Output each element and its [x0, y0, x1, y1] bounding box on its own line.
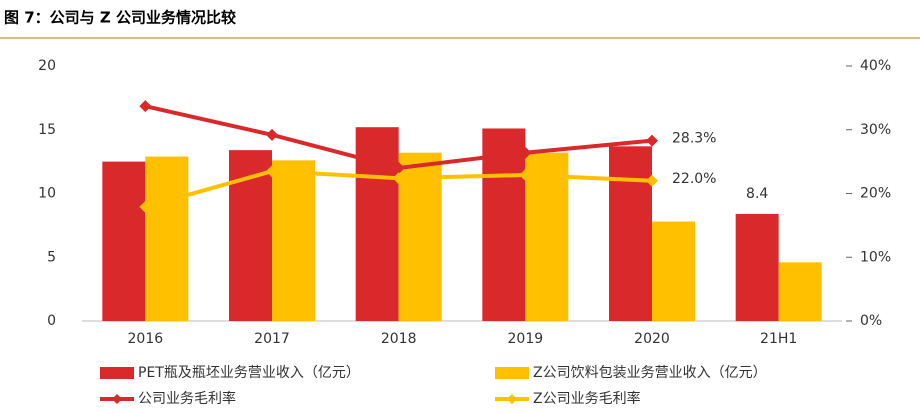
legend-swatch: [100, 367, 134, 379]
x-tick-label: 2017: [254, 331, 290, 347]
line-marker: [139, 200, 152, 213]
bar: [609, 146, 652, 321]
line-marker: [646, 134, 658, 147]
bar: [145, 156, 189, 321]
x-tick-label: 2020: [634, 331, 670, 347]
bar: [525, 152, 569, 321]
y-tick-label: 15: [38, 122, 56, 138]
line-marker: [519, 146, 532, 159]
bar: [102, 161, 146, 321]
line-marker: [139, 100, 152, 113]
line-marker: [519, 169, 532, 182]
legend-label: 公司业务毛利率: [138, 390, 236, 407]
y-tick-label: 10: [38, 186, 56, 202]
legend-label: PET瓶及瓶坯业务营业收入（亿元）: [138, 365, 360, 381]
line-marker: [392, 172, 405, 185]
line-marker: [266, 165, 278, 178]
y-tick-label: 20: [38, 58, 56, 74]
y2-tick-label: 40%: [860, 58, 891, 74]
y2-tick-label: 20%: [860, 186, 891, 202]
chart-title: 图 7：公司与 Z 公司业务情况比较: [4, 9, 236, 27]
bar: [652, 221, 695, 321]
y-tick-label: 0: [47, 313, 56, 329]
line-value-label: 22.0%: [672, 171, 716, 187]
bar: [355, 127, 399, 321]
line-value-label: 28.3%: [672, 131, 716, 147]
bar: [778, 262, 822, 321]
bar: [482, 128, 526, 321]
x-tick-label: 2019: [508, 331, 544, 347]
line-marker: [646, 174, 658, 187]
legend-marker: [112, 394, 122, 404]
bar: [735, 213, 779, 321]
legend-label: Z公司饮料包装业务营业收入（亿元）: [533, 365, 767, 381]
line-marker: [266, 128, 278, 141]
x-tick-label: 2016: [128, 331, 164, 347]
x-tick-label: 21H1: [760, 331, 797, 347]
line-marker: [392, 162, 405, 174]
x-tick-label: 2018: [381, 331, 417, 347]
y2-tick-label: 10%: [860, 249, 891, 265]
bar-value-label: 8.4: [746, 186, 768, 202]
legend-marker: [507, 394, 517, 404]
bar: [272, 160, 315, 321]
y-tick-label: 5: [47, 249, 56, 265]
legend-swatch: [495, 367, 529, 379]
legend-label: Z公司业务毛利率: [533, 390, 641, 407]
bar: [398, 152, 442, 321]
y2-tick-label: 0%: [860, 313, 882, 329]
y2-tick-label: 30%: [860, 122, 891, 138]
